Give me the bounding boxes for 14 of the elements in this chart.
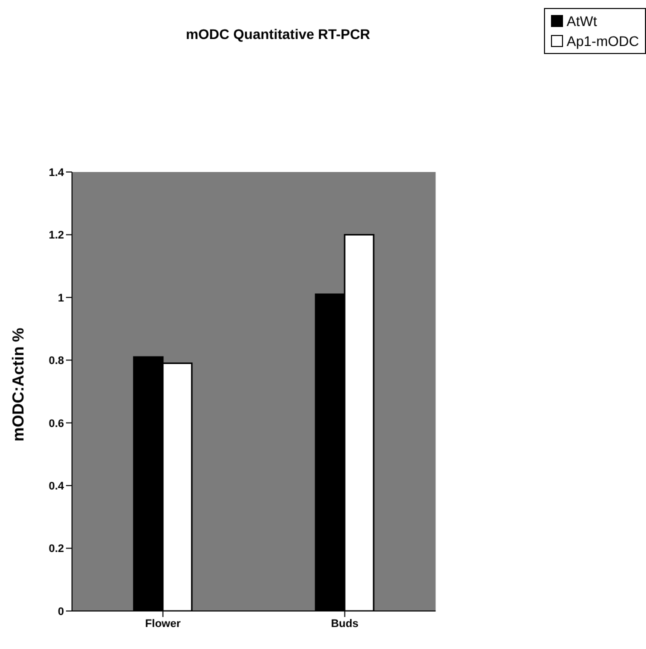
y-tick-label: 1.4 [48,166,65,179]
y-tick-label: 0 [58,606,64,618]
y-tick-label: 0.6 [48,418,64,430]
y-axis-title: mODC:Actin % [10,328,28,442]
y-tick-label: 1 [58,292,64,304]
y-tick-label: 0.2 [48,543,64,556]
y-tick-label: 0.4 [48,480,65,492]
legend-label: Ap1-mODC [566,32,639,51]
x-tick-label: Flower [145,618,182,630]
chart-title: mODC Quantitative RT-PCR [184,26,372,42]
legend-label: AtWt [566,12,597,31]
y-tick-label: 0.8 [48,355,64,368]
x-tick-label: Buds [330,618,358,630]
y-tick-label: 1.2 [48,230,64,242]
